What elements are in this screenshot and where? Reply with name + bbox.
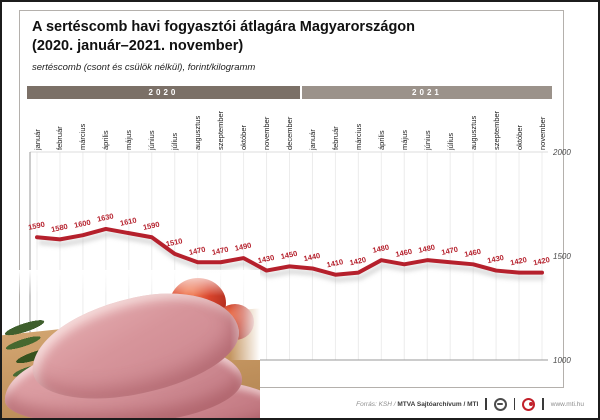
value-label: 1480	[372, 243, 390, 255]
value-label: 1470	[211, 245, 229, 257]
value-label: 1600	[73, 218, 91, 230]
value-label: 1610	[119, 216, 137, 228]
value-label: 1440	[303, 251, 321, 263]
footer-divider	[485, 398, 487, 410]
value-label: 1430	[257, 253, 275, 265]
source-credit: Forrás: KSH / MTVA Sajtóarchívum / MTI	[356, 400, 479, 408]
y-axis-label: 1000	[553, 356, 571, 365]
value-label: 1430	[486, 253, 504, 265]
mtva-logo-icon	[493, 397, 507, 411]
price-line	[35, 226, 544, 277]
footer-divider	[513, 398, 516, 410]
value-label: 1450	[280, 249, 298, 261]
y-axis-label: 2000	[552, 148, 571, 157]
y-axis-label: 1500	[553, 252, 571, 261]
value-label: 1590	[142, 220, 160, 232]
year-bands: 2020 2021	[27, 86, 552, 99]
title-line-2: (2020. január–2021. november)	[32, 38, 244, 54]
year-band-2021: 2021	[301, 86, 552, 99]
page-title: A sertéscomb havi fogyasztói átlagára Ma…	[32, 18, 552, 56]
value-label: 1420	[509, 255, 527, 267]
line-shadow	[38, 231, 544, 283]
photo-fade	[230, 270, 260, 360]
value-label: 1480	[418, 243, 436, 255]
source-credit-bold: MTVA Sajtóarchívum / MTI	[397, 400, 479, 408]
value-label: 1470	[188, 245, 206, 257]
value-label: 1420	[349, 255, 367, 267]
website-link[interactable]: www.mti.hu	[550, 400, 584, 408]
photo-fade	[2, 270, 260, 296]
value-label: 1420	[532, 255, 550, 267]
value-label: 1580	[50, 222, 68, 234]
year-band-2020: 2020	[27, 86, 300, 99]
pork-meat-photo	[2, 270, 260, 418]
value-label: 1490	[234, 240, 252, 252]
value-label: 1410	[326, 257, 344, 269]
title-line-1: A sertéscomb havi fogyasztói átlagára Ma…	[32, 19, 416, 35]
value-label: 1460	[464, 247, 482, 259]
value-label: 1470	[441, 245, 459, 257]
chart-subtitle: sertéscomb (csont és csülök nélkül), for…	[32, 62, 256, 73]
mti-logo-icon	[522, 397, 536, 411]
value-label: 1510	[165, 236, 183, 248]
value-label: 1630	[96, 211, 114, 223]
footer: Forrás: KSH / MTVA Sajtóarchívum / MTI w…	[356, 395, 584, 413]
footer-divider	[542, 398, 544, 410]
value-label: 1460	[395, 247, 413, 259]
value-label: 1590	[27, 220, 45, 232]
